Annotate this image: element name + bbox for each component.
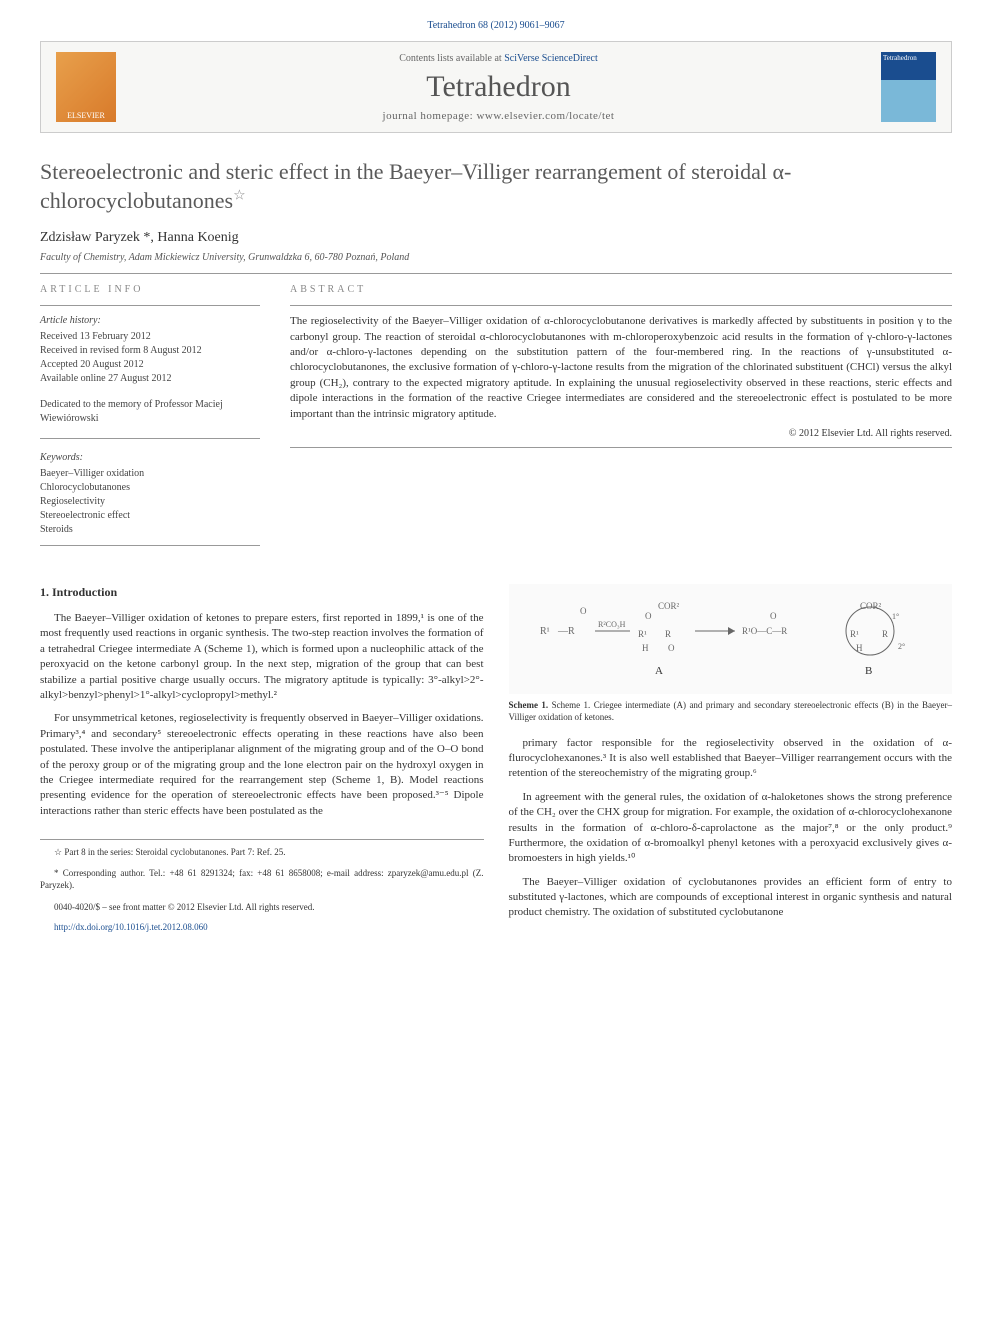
paragraph: The Baeyer–Villiger oxidation of ketones… (40, 611, 484, 703)
svg-text:O: O (770, 611, 777, 621)
keyword: Chlorocyclobutanones (40, 481, 260, 495)
header-citation: Tetrahedron 68 (2012) 9061–9067 (40, 20, 952, 31)
svg-text:2°: 2° (898, 642, 905, 651)
scheme-caption-text: Scheme 1. Criegee intermediate (A) and p… (509, 700, 953, 722)
svg-text:R: R (665, 629, 671, 639)
abstract-copyright: © 2012 Elsevier Ltd. All rights reserved… (290, 428, 952, 439)
article-info-column: ARTICLE INFO Article history: Received 1… (40, 284, 260, 554)
svg-text:A: A (655, 665, 663, 677)
dedication: Dedicated to the memory of Professor Mac… (40, 398, 260, 426)
svg-text:O: O (580, 606, 587, 616)
footer-copyright: 0040-4020/$ – see front matter © 2012 El… (40, 902, 484, 933)
scheme-1-svg: R¹ —R O R²CO₃H O COR² R¹ R H O A R¹O—C—R… (520, 589, 940, 689)
header-center: Contents lists available at SciVerse Sci… (116, 53, 881, 122)
svg-text:O: O (645, 611, 652, 621)
divider (40, 438, 260, 439)
keyword: Stereoelectronic effect (40, 509, 260, 523)
svg-text:1°: 1° (892, 612, 899, 621)
divider (40, 305, 260, 306)
keywords-label: Keywords: (40, 451, 260, 465)
paragraph: The Baeyer–Villiger oxidation of cyclobu… (509, 875, 953, 921)
contents-list: Contents lists available at SciVerse Sci… (116, 53, 881, 64)
abstract-header: ABSTRACT (290, 284, 952, 295)
article-history: Article history: Received 13 February 20… (40, 314, 260, 386)
body-columns: 1. Introduction The Baeyer–Villiger oxid… (40, 584, 952, 941)
section-1-title: 1. Introduction (40, 584, 484, 601)
footnote-star: ☆ Part 8 in the series: Steroidal cyclob… (40, 846, 484, 859)
info-abstract-row: ARTICLE INFO Article history: Received 1… (40, 284, 952, 554)
keyword: Regioselectivity (40, 495, 260, 509)
front-matter-line: 0040-4020/$ – see front matter © 2012 El… (40, 902, 484, 914)
divider (40, 545, 260, 546)
homepage-prefix: journal homepage: (383, 110, 477, 122)
contents-prefix: Contents lists available at (399, 53, 504, 64)
svg-text:H: H (642, 643, 649, 653)
paragraph: In agreement with the general rules, the… (509, 790, 953, 867)
body-column-right: R¹ —R O R²CO₃H O COR² R¹ R H O A R¹O—C—R… (509, 584, 953, 941)
footnotes: ☆ Part 8 in the series: Steroidal cyclob… (40, 839, 484, 892)
cover-label: Tetrahedron (883, 54, 917, 62)
abstract-text: The regioselectivity of the Baeyer–Villi… (290, 314, 952, 422)
sciencedirect-link[interactable]: SciVerse ScienceDirect (504, 53, 598, 64)
paragraph: For unsymmetrical ketones, regioselectiv… (40, 711, 484, 819)
online-date: Available online 27 August 2012 (40, 372, 260, 386)
divider (40, 273, 952, 274)
abstract-column: ABSTRACT The regioselectivity of the Bae… (290, 284, 952, 554)
svg-text:R²CO₃H: R²CO₃H (598, 620, 626, 629)
svg-text:H: H (856, 643, 863, 653)
scheme-1-caption: Scheme 1. Scheme 1. Criegee intermediate… (509, 700, 953, 723)
svg-text:B: B (865, 665, 872, 677)
scheme-1-figure: R¹ —R O R²CO₃H O COR² R¹ R H O A R¹O—C—R… (509, 584, 953, 694)
paragraph: primary factor responsible for the regio… (509, 736, 953, 782)
journal-homepage: journal homepage: www.elsevier.com/locat… (116, 110, 881, 122)
svg-text:COR²: COR² (658, 601, 680, 611)
homepage-url[interactable]: www.elsevier.com/locate/tet (476, 110, 614, 122)
history-label: Article history: (40, 314, 260, 328)
elsevier-logo: ELSEVIER (56, 52, 116, 122)
journal-cover-thumb: Tetrahedron (881, 52, 936, 122)
svg-text:R¹: R¹ (638, 629, 647, 639)
svg-text:—R: —R (557, 626, 575, 637)
publisher-name: ELSEVIER (67, 111, 105, 120)
authors: Zdzisław Paryzek *, Hanna Koenig (40, 230, 952, 246)
svg-text:R¹: R¹ (850, 629, 859, 639)
svg-text:O: O (668, 643, 675, 653)
journal-header: ELSEVIER Contents lists available at Sci… (40, 41, 952, 133)
svg-text:R¹O—C—R: R¹O—C—R (742, 626, 787, 636)
title-text: Stereoelectronic and steric effect in th… (40, 159, 791, 213)
body-column-left: 1. Introduction The Baeyer–Villiger oxid… (40, 584, 484, 941)
title-footnote-star: ☆ (233, 188, 246, 203)
divider (290, 305, 952, 306)
keyword: Steroids (40, 523, 260, 537)
received-date: Received 13 February 2012 (40, 330, 260, 344)
divider (290, 447, 952, 448)
svg-text:R¹: R¹ (540, 626, 550, 637)
doi-link[interactable]: http://dx.doi.org/10.1016/j.tet.2012.08.… (54, 922, 208, 932)
footnote-corresponding: * Corresponding author. Tel.: +48 61 829… (40, 867, 484, 892)
accepted-date: Accepted 20 August 2012 (40, 358, 260, 372)
article-title: Stereoelectronic and steric effect in th… (40, 158, 952, 215)
svg-text:COR²: COR² (860, 601, 882, 611)
affiliation: Faculty of Chemistry, Adam Mickiewicz Un… (40, 252, 952, 263)
revised-date: Received in revised form 8 August 2012 (40, 344, 260, 358)
keywords-block: Keywords: Baeyer–Villiger oxidation Chlo… (40, 451, 260, 537)
keyword: Baeyer–Villiger oxidation (40, 467, 260, 481)
article-info-header: ARTICLE INFO (40, 284, 260, 295)
svg-text:R: R (882, 629, 888, 639)
journal-name: Tetrahedron (116, 70, 881, 104)
